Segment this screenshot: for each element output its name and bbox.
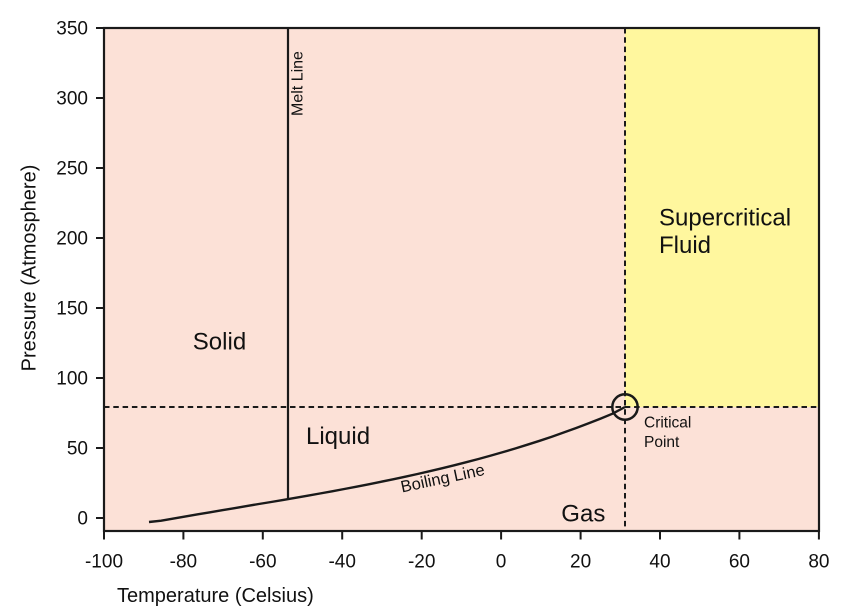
- svg-text:-60: -60: [249, 552, 276, 573]
- svg-text:Melt Line: Melt Line: [290, 51, 307, 116]
- svg-text:-40: -40: [328, 552, 355, 573]
- svg-text:100: 100: [56, 369, 88, 390]
- svg-text:Fluid: Fluid: [659, 232, 711, 259]
- svg-text:-80: -80: [170, 552, 197, 573]
- svg-text:Gas: Gas: [561, 500, 605, 527]
- svg-text:Temperature (Celsius): Temperature (Celsius): [117, 585, 314, 607]
- svg-text:Pressure (Atmosphere): Pressure (Atmosphere): [19, 165, 41, 372]
- svg-text:Solid: Solid: [193, 328, 246, 355]
- svg-text:50: 50: [67, 439, 88, 460]
- svg-text:-100: -100: [85, 552, 123, 573]
- svg-text:-20: -20: [408, 552, 435, 573]
- svg-text:0: 0: [77, 509, 88, 530]
- svg-text:200: 200: [56, 229, 88, 250]
- svg-text:250: 250: [56, 159, 88, 180]
- svg-text:Liquid: Liquid: [306, 423, 370, 450]
- svg-text:Point: Point: [644, 434, 680, 451]
- svg-text:20: 20: [570, 552, 591, 573]
- svg-text:300: 300: [56, 89, 88, 110]
- svg-text:40: 40: [649, 552, 670, 573]
- svg-text:150: 150: [56, 299, 88, 320]
- svg-text:Critical: Critical: [644, 414, 691, 431]
- svg-text:80: 80: [808, 552, 829, 573]
- svg-text:350: 350: [56, 19, 88, 40]
- svg-text:0: 0: [496, 552, 507, 573]
- svg-text:Supercritical: Supercritical: [659, 205, 791, 232]
- svg-text:60: 60: [729, 552, 750, 573]
